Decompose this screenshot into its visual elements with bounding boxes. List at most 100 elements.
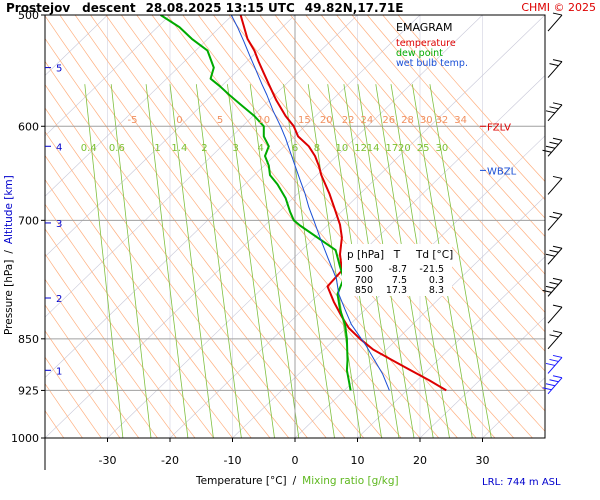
dry-adiabat-line	[305, 15, 545, 294]
header-title: Prostejov descent 28.08.2025 13:15 UTC 49.8…	[6, 1, 403, 15]
legend-temperature: temperature	[396, 38, 456, 49]
skew-guide-line	[544, 437, 545, 438]
chart-title: EMAGRAM	[396, 21, 453, 34]
series-line-dew-point	[160, 15, 352, 391]
wind-barb-flag	[542, 149, 552, 153]
wind-barb-flag	[545, 253, 556, 257]
wind-barb-flag	[549, 281, 559, 285]
table-header-t: T	[393, 249, 401, 261]
mixing-ratio-line	[283, 84, 335, 438]
altitude-tick-label: 2	[56, 294, 62, 305]
wind-barb	[547, 304, 563, 324]
dry-adiabat-line	[59, 15, 383, 438]
mixing-ratio-line	[145, 84, 189, 438]
mixing-ratio-label: 6	[292, 143, 298, 154]
credit-label: CHMI © 2025	[521, 1, 596, 14]
wind-barb-staff	[547, 61, 563, 78]
dry-adiabat-label: 22	[342, 115, 355, 126]
x-tick-label: -30	[99, 454, 117, 467]
wind-barb	[545, 245, 563, 265]
x-tick-label: 0	[292, 454, 299, 467]
wind-barb-flag	[552, 375, 563, 379]
wind-barb-flag	[552, 277, 563, 281]
table-cell: -21.5	[419, 264, 444, 275]
table-cell: 700	[355, 275, 373, 286]
skew-guide-line	[169, 75, 545, 438]
wind-barb-flag	[552, 12, 563, 16]
legend-dew-point: dew point	[396, 48, 443, 59]
mixing-ratio-label: 0.6	[109, 143, 125, 154]
values-table-bg	[342, 244, 452, 296]
skew-guide-line	[294, 195, 545, 438]
dry-adiabat-line	[336, 15, 545, 256]
skew-guide-line	[45, 15, 171, 137]
y-tick-label: 700	[18, 214, 39, 227]
skew-guide-line	[45, 15, 108, 76]
dry-adiabat-line	[397, 15, 545, 182]
x-tick-label: 30	[476, 454, 490, 467]
table-cell: 0.3	[429, 275, 444, 286]
wind-barb-flag	[549, 106, 559, 110]
wind-barb-flag	[549, 63, 559, 67]
mixing-ratio-label: 30	[436, 143, 449, 154]
skew-guide-line	[482, 377, 545, 438]
y-axis-label: Pressure [hPa]/Altitude [km]	[3, 175, 15, 335]
dry-adiabat-line	[290, 15, 545, 313]
dry-adiabat-line	[121, 15, 458, 438]
wind-barb-flag	[549, 141, 559, 145]
dry-adiabat-label: -5	[128, 115, 138, 126]
dry-adiabat-label: 34	[454, 115, 467, 126]
wind-barb-flag	[545, 285, 556, 289]
mixing-ratio-label: 0.4	[81, 143, 97, 154]
wind-barb-staff	[547, 14, 563, 32]
dry-adiabat-line	[45, 107, 290, 438]
wind-barb-flag	[552, 211, 563, 215]
mixing-ratio-line	[84, 84, 124, 438]
mixing-ratio-line	[227, 84, 275, 438]
dry-adiabat-label: 15	[298, 115, 311, 126]
dry-adiabat-line	[45, 84, 308, 438]
dry-adiabat-line	[74, 15, 402, 438]
mixing-ratio-line	[169, 84, 214, 438]
wind-barb-flag	[552, 59, 563, 63]
wind-barb	[547, 211, 563, 231]
dry-adiabat-line	[45, 37, 346, 438]
wind-barb	[542, 137, 563, 157]
dry-adiabat-line	[320, 15, 545, 275]
skew-guide-line	[107, 15, 545, 438]
dry-adiabat-line	[274, 15, 545, 333]
wbzl-label: WBZL	[487, 166, 517, 177]
wind-barb-flag	[542, 289, 552, 293]
wind-barb-flag	[549, 334, 559, 338]
wind-barb-flag	[542, 387, 552, 391]
wind-barb	[547, 59, 563, 78]
mixing-ratio-label: 12	[354, 143, 367, 154]
dry-adiabat-line	[105, 15, 440, 438]
dry-adiabat-line	[45, 330, 121, 438]
table-cell: 500	[355, 264, 373, 275]
dry-adiabat-line	[197, 15, 545, 432]
dry-adiabat-line	[228, 15, 545, 392]
mixing-ratio-label: 2	[201, 143, 207, 154]
wind-barb-flag	[549, 379, 559, 383]
dry-adiabat-line	[45, 60, 327, 438]
dry-adiabat-line	[151, 15, 496, 438]
mixing-ratio-line	[429, 84, 492, 438]
dry-adiabat-label: 28	[401, 115, 414, 126]
wind-barb-flag	[545, 383, 556, 387]
y-tick-label: 925	[18, 384, 39, 397]
wind-barbs	[542, 12, 563, 395]
wind-barb-flag	[552, 137, 563, 141]
mixing-ratio-label: 25	[417, 143, 430, 154]
table-header-p: p [hPa]	[347, 249, 384, 261]
dry-adiabat-label: 10	[257, 115, 270, 126]
mixing-ratio-line	[195, 84, 242, 438]
table-cell: 7.5	[392, 275, 407, 286]
skew-guide-line	[45, 15, 358, 318]
table-header-td: Td [°C]	[415, 249, 453, 261]
mixing-ratio-line	[249, 84, 300, 438]
wind-barb-flag	[549, 215, 559, 219]
altitude-tick-label: 3	[56, 219, 62, 230]
altitude-tick-label: 5	[56, 64, 62, 75]
wind-barb	[542, 277, 563, 297]
